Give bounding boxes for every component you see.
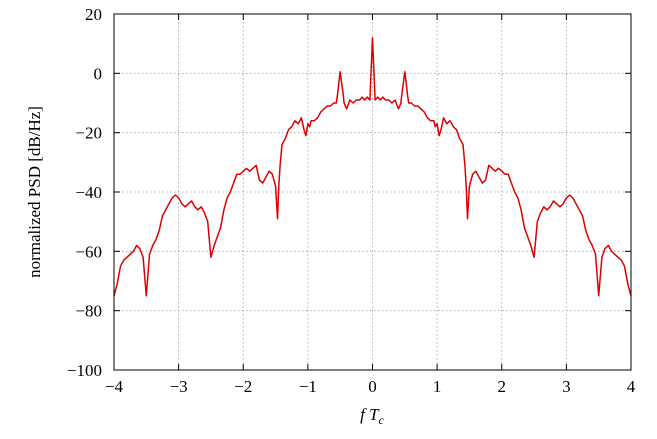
y-tick-label: −100 — [67, 361, 102, 380]
x-tick-label: −2 — [234, 377, 252, 396]
x-tick-label: −4 — [105, 377, 124, 396]
axis-ticks — [113, 13, 632, 371]
x-tick-label: −1 — [299, 377, 317, 396]
plot-frame — [113, 13, 632, 371]
x-tick-label: −3 — [170, 377, 188, 396]
x-tick-label: 1 — [433, 377, 442, 396]
psd-series-line — [113, 36, 632, 297]
x-tick-label: 2 — [498, 377, 507, 396]
tick-labels: −4 −3 −2 −1 0 1 2 3 4 −100 −80 −60 −40 −20 0 20 — [67, 5, 636, 396]
y-tick-label: 20 — [85, 5, 102, 24]
x-axis-title-subscript: c — [379, 413, 385, 427]
grid-lines — [114, 14, 631, 370]
y-axis-title: normalized PSD [dB/Hz] — [25, 106, 44, 278]
x-tick-label: 4 — [627, 377, 636, 396]
y-tick-label: −80 — [75, 302, 102, 321]
x-axis-title-main: f T — [360, 405, 380, 424]
y-tick-label: −20 — [75, 124, 102, 143]
x-axis-title: f Tc — [360, 405, 384, 427]
y-tick-label: −40 — [75, 183, 102, 202]
y-tick-label: 0 — [94, 64, 103, 83]
x-tick-label: 0 — [368, 377, 377, 396]
y-tick-label: −60 — [75, 242, 102, 261]
x-tick-label: 3 — [562, 377, 571, 396]
